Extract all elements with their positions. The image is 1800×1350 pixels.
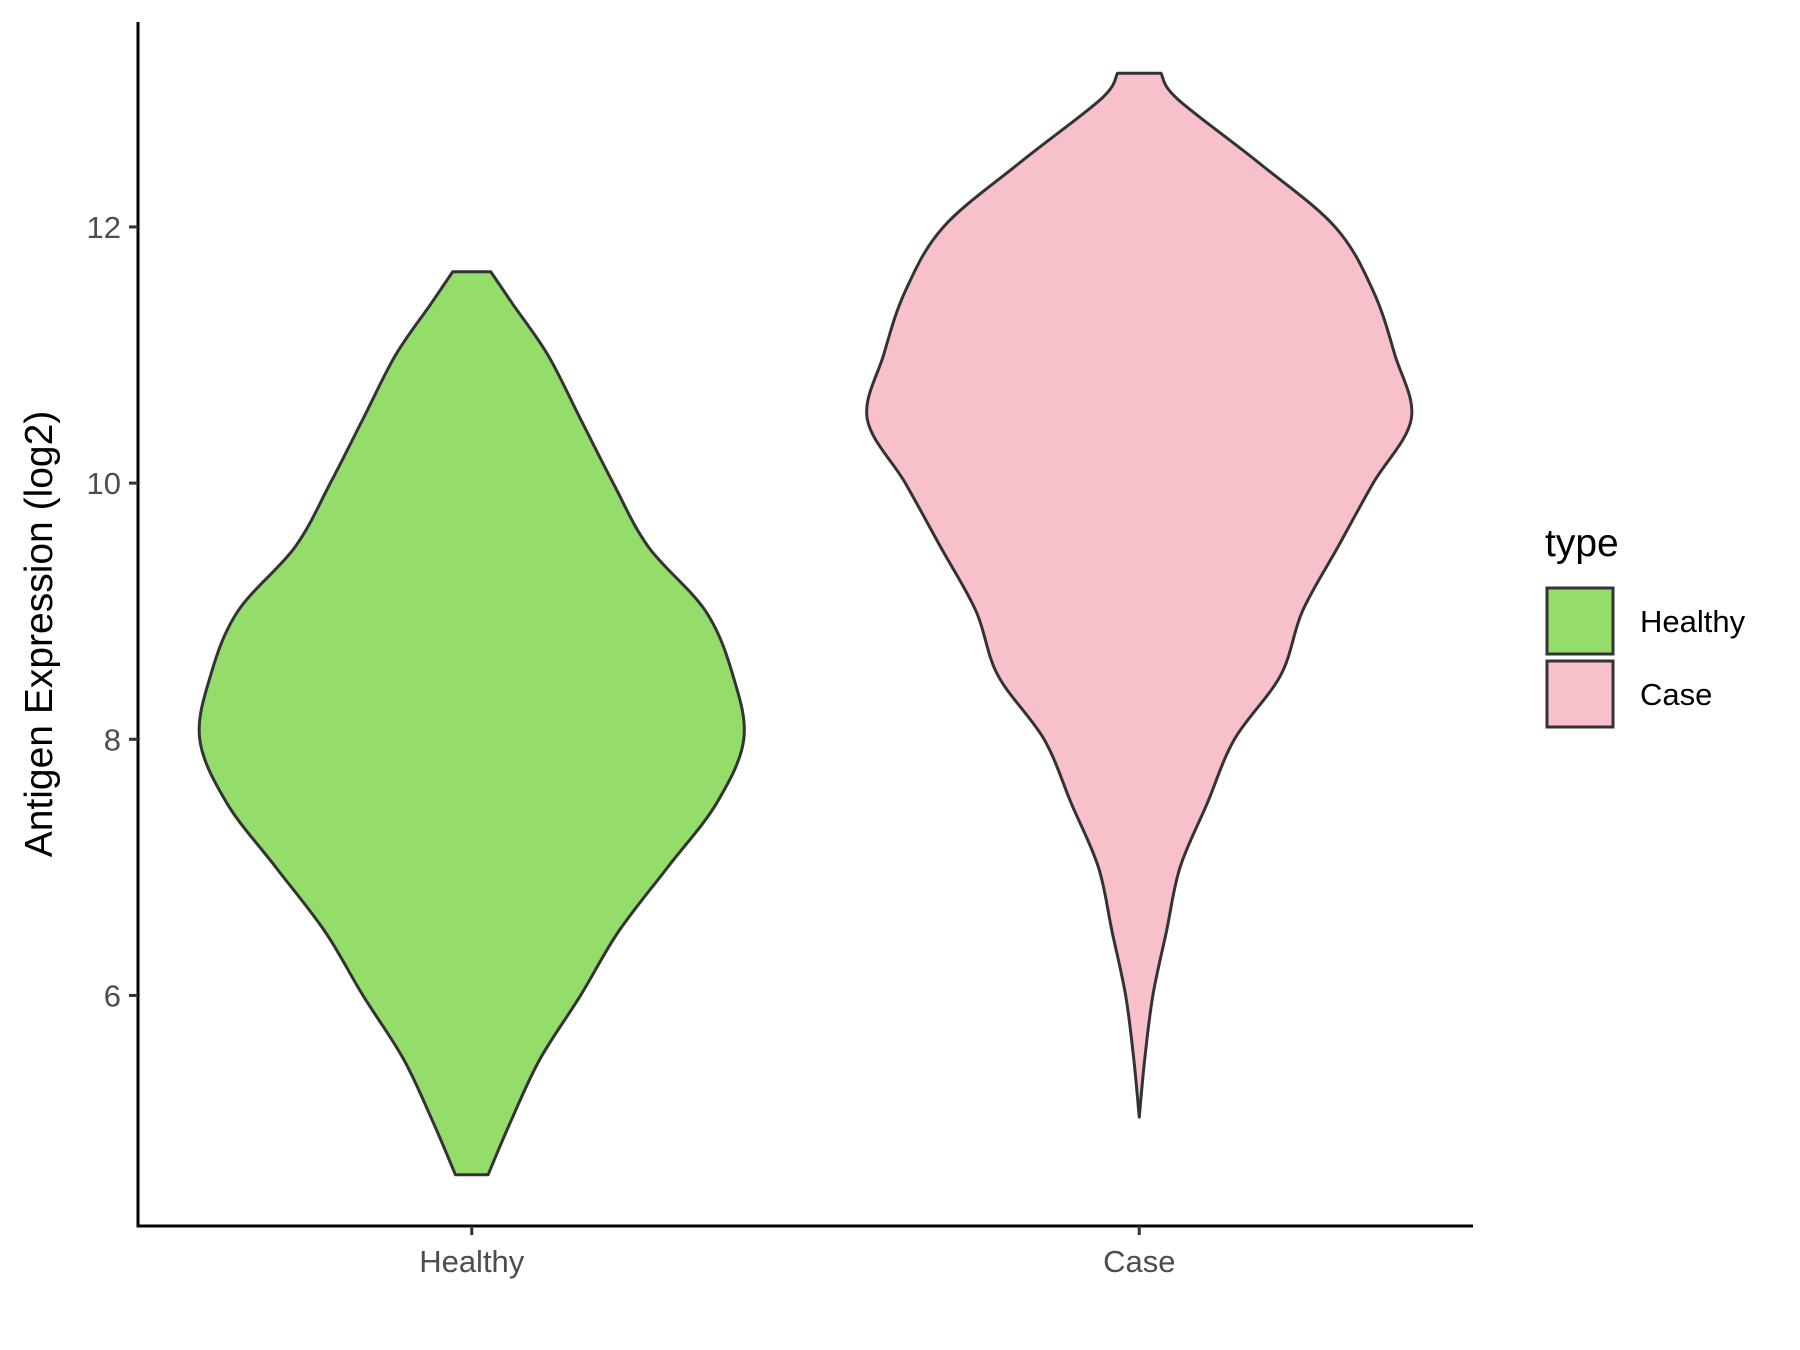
x-tick-label-healthy: Healthy: [419, 1244, 525, 1279]
y-axis-title: Antigen Expression (log2): [18, 411, 61, 858]
violin-case: [865, 71, 1414, 1119]
legend: type Healthy Case: [1545, 522, 1746, 729]
legend-key-case: [1545, 659, 1615, 729]
y-axis-ticks: 6 8 10 12: [87, 210, 138, 1013]
legend-label-healthy: Healthy: [1640, 604, 1746, 639]
x-tick-label-case: Case: [1103, 1244, 1175, 1279]
legend-label-case: Case: [1640, 677, 1712, 712]
legend-title: type: [1545, 522, 1619, 565]
y-tick-label: 10: [87, 466, 121, 501]
x-axis-ticks: Healthy Case: [419, 1226, 1175, 1279]
y-tick-label: 6: [104, 978, 121, 1013]
y-tick-label: 12: [87, 210, 121, 245]
violins-layer: [197, 71, 1414, 1177]
violin-healthy: [197, 270, 746, 1177]
legend-entries: Healthy Case: [1545, 586, 1746, 729]
legend-key-healthy: [1545, 586, 1615, 656]
y-tick-label: 8: [104, 722, 121, 757]
